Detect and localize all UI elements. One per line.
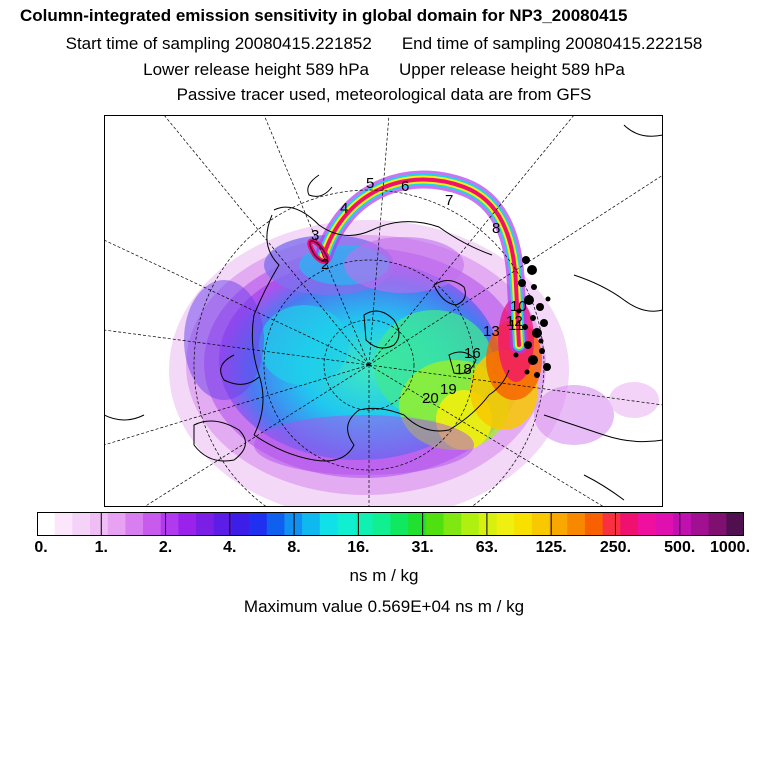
colorbar-cell [443, 512, 462, 536]
colorbar-cell [567, 512, 586, 536]
colorbar-cell [213, 512, 233, 536]
colorbar-cell [54, 512, 73, 536]
traj-label-13: 13 [483, 323, 500, 340]
colorbar-tick-label: 63. [475, 539, 499, 556]
sampling-points [513, 256, 551, 378]
colorbar-cell [549, 512, 568, 536]
colorbar-cell [620, 512, 639, 536]
end-time-label: End time of sampling 20080415.222158 [401, 34, 703, 53]
colorbar-cell [496, 512, 515, 536]
colorbar-cell [726, 512, 744, 536]
colorbar-cell [708, 512, 727, 536]
colorbar-tick-label: 1. [94, 539, 108, 556]
traj-label-16: 16 [464, 345, 481, 362]
colorbar-cell [655, 512, 674, 536]
colorbar-tick-label: 250. [599, 539, 632, 556]
colorbar-cell [196, 512, 215, 536]
tracer-note: Passive tracer used, meteorological data… [176, 85, 592, 104]
colorbar-cell [425, 512, 445, 536]
colorbar-cell [231, 512, 250, 536]
colorbar-cell [372, 512, 392, 536]
colorbar-cell [284, 512, 303, 536]
maximum-value-label: Maximum value 0.569E+04 ns m / kg [243, 597, 525, 616]
traj-label-3: 3 [311, 227, 319, 244]
colorbar-tick-labels: 0. 1. 2. 4. 8. 16. 31. 63. 125. 250. 500. 1000. [0, 539, 768, 561]
colorbar-tick-label: 500. [664, 539, 696, 556]
colorbar-cell [143, 512, 162, 536]
colorbar-cell [249, 512, 268, 536]
traj-label-12: 12 [506, 313, 523, 330]
colorbar-cell [408, 512, 427, 536]
traj-label-4: 4 [340, 200, 348, 217]
traj-label-6: 6 [401, 178, 409, 195]
colorbar-cell [637, 512, 657, 536]
traj-label-7: 7 [445, 192, 453, 209]
colorbar-cell [178, 512, 197, 536]
colorbar-cell [160, 512, 180, 536]
colorbar-cell [72, 512, 91, 536]
colorbar-cell [319, 512, 339, 536]
trajectory-labels: 2 3 4 5 6 7 8 10 11 12 13 16 18 19 20 [311, 175, 527, 407]
traj-label-19: 19 [440, 381, 457, 398]
colorbar-cell [266, 512, 286, 536]
colorbar-tick-label: 31. [411, 539, 434, 556]
traj-label-8: 8 [492, 220, 500, 237]
colorbar-tick-label: 0. [34, 539, 48, 556]
colorbar-cell [37, 512, 56, 536]
coastlines [104, 124, 663, 501]
start-time-label: Start time of sampling 20080415.221852 [65, 34, 372, 53]
polar-sensitivity-map: 2 3 4 5 6 7 8 10 11 12 13 16 18 19 20 [104, 115, 663, 507]
colorbar-tick-label: 1000. [709, 539, 751, 556]
colorbar-cell [531, 512, 551, 536]
colorbar [37, 512, 744, 536]
traj-label-18: 18 [455, 361, 472, 378]
traj-label-5: 5 [366, 175, 374, 192]
traj-label-2: 2 [321, 256, 329, 273]
colorbar-cell [337, 512, 356, 536]
colorbar-cell [478, 512, 498, 536]
sampling-times: Start time of sampling 20080415.221852 En… [0, 34, 768, 54]
traj-label-11: 11 [508, 317, 524, 334]
colorbar-tick-label: 125. [535, 539, 567, 556]
release-heights: Lower release height 589 hPa Upper releas… [0, 60, 768, 80]
plot-title: Column-integrated emission sensitivity i… [20, 6, 628, 25]
colorbar-separators [100, 512, 681, 536]
colorbar-cell [584, 512, 604, 536]
colorbar-cell [461, 512, 480, 536]
colorbar-tick-label: 2. [158, 539, 173, 556]
colorbar-cells [37, 512, 744, 536]
trajectory-ribbon [307, 170, 528, 354]
colorbar-cell [390, 512, 409, 536]
upper-release-label: Upper release height 589 hPa [399, 60, 625, 79]
colorbar-cell [690, 512, 710, 536]
colorbar-cell [673, 512, 692, 536]
colorbar-cell [125, 512, 144, 536]
traj-label-20: 20 [422, 390, 439, 407]
colorbar-cell [602, 512, 621, 536]
colorbar-tick-label: 4. [223, 539, 237, 556]
colorbar-cell [107, 512, 126, 536]
traj-label-10: 10 [510, 298, 527, 315]
colorbar-cell [302, 512, 321, 536]
colorbar-cell [90, 512, 109, 536]
lower-release-label: Lower release height 589 hPa [143, 60, 369, 79]
colorbar-cell [514, 512, 533, 536]
colorbar-tick-label: 8. [287, 539, 301, 556]
colorbar-tick-label: 16. [347, 539, 370, 556]
colorbar-cell [355, 512, 374, 536]
colorbar-units: ns m / kg [349, 566, 419, 585]
